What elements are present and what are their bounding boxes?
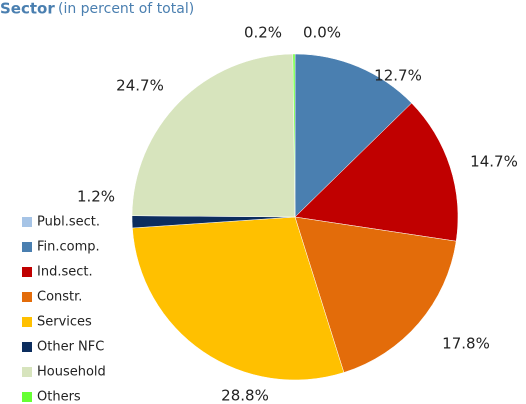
pie-slice (292, 53, 296, 218)
data-label: 14.7% (470, 153, 518, 171)
legend-label: Household (37, 365, 106, 380)
pie-slice (294, 216, 457, 373)
legend-swatch (22, 217, 32, 227)
legend-swatch (22, 367, 32, 377)
data-label: 24.7% (116, 77, 164, 95)
legend-label: Ind.sect. (37, 265, 93, 280)
data-label: 17.8% (442, 335, 490, 353)
data-label: 1.2% (77, 188, 115, 206)
pie-slice (294, 102, 459, 242)
legend-swatch (22, 342, 32, 352)
chart-title: Sector (0, 0, 55, 18)
legend-swatch (22, 267, 32, 277)
chart-subtitle: (in percent of total) (58, 1, 194, 17)
pie-slice (294, 53, 412, 218)
legend-swatch (22, 292, 32, 302)
pie-slice (132, 216, 345, 381)
legend-label: Constr. (37, 290, 82, 305)
data-label: 0.0% (303, 24, 341, 42)
legend-label: Publ.sect. (37, 215, 100, 230)
legend-swatch (22, 392, 32, 402)
data-label: 0.2% (244, 24, 282, 42)
legend-label: Fin.comp. (37, 240, 100, 255)
legend-swatch (22, 242, 32, 252)
legend-label: Other NFC (37, 340, 104, 355)
legend-label: Others (37, 390, 81, 404)
legend-label: Services (37, 315, 92, 330)
data-label: 12.7% (374, 67, 422, 85)
legend-swatch (22, 317, 32, 327)
pie-slice (131, 53, 296, 218)
data-label: 28.8% (221, 387, 269, 404)
